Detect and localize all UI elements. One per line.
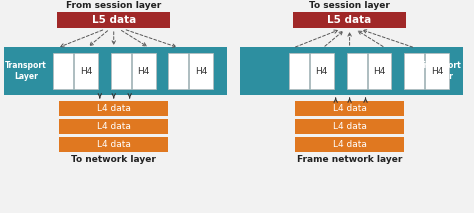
Bar xyxy=(310,53,334,89)
Bar xyxy=(57,12,171,28)
Bar xyxy=(367,53,392,89)
Bar xyxy=(59,119,168,134)
Text: L4 data: L4 data xyxy=(333,104,366,113)
Text: L4 data: L4 data xyxy=(97,140,131,149)
Bar xyxy=(346,53,366,89)
Text: To session layer: To session layer xyxy=(309,1,390,10)
Bar xyxy=(295,101,404,116)
Text: H4: H4 xyxy=(137,66,150,75)
Bar xyxy=(53,53,73,89)
Text: Transport
Layer: Transport Layer xyxy=(420,61,462,81)
Bar xyxy=(293,12,406,28)
Text: L4 data: L4 data xyxy=(97,122,131,131)
Bar xyxy=(295,137,404,152)
Text: H4: H4 xyxy=(195,66,208,75)
Bar xyxy=(425,53,449,89)
Bar xyxy=(59,137,168,152)
Text: H4: H4 xyxy=(80,66,92,75)
Bar xyxy=(111,53,131,89)
Bar xyxy=(168,53,188,89)
Bar xyxy=(190,53,213,89)
Text: L4 data: L4 data xyxy=(333,140,366,149)
Bar xyxy=(132,53,155,89)
Text: Transport
Layer: Transport Layer xyxy=(5,61,47,81)
Bar xyxy=(240,47,463,95)
Bar xyxy=(295,119,404,134)
Text: L5 data: L5 data xyxy=(91,15,136,25)
Bar xyxy=(4,47,227,95)
Text: H4: H4 xyxy=(431,66,443,75)
Bar xyxy=(289,53,309,89)
Text: L4 data: L4 data xyxy=(333,122,366,131)
Bar xyxy=(404,53,424,89)
Bar xyxy=(74,53,98,89)
Text: To network layer: To network layer xyxy=(71,155,156,164)
Text: From session layer: From session layer xyxy=(66,1,161,10)
Text: H4: H4 xyxy=(373,66,386,75)
Bar xyxy=(59,101,168,116)
Text: L4 data: L4 data xyxy=(97,104,131,113)
Text: L5 data: L5 data xyxy=(328,15,372,25)
Text: Frame network layer: Frame network layer xyxy=(297,155,402,164)
Text: H4: H4 xyxy=(316,66,328,75)
